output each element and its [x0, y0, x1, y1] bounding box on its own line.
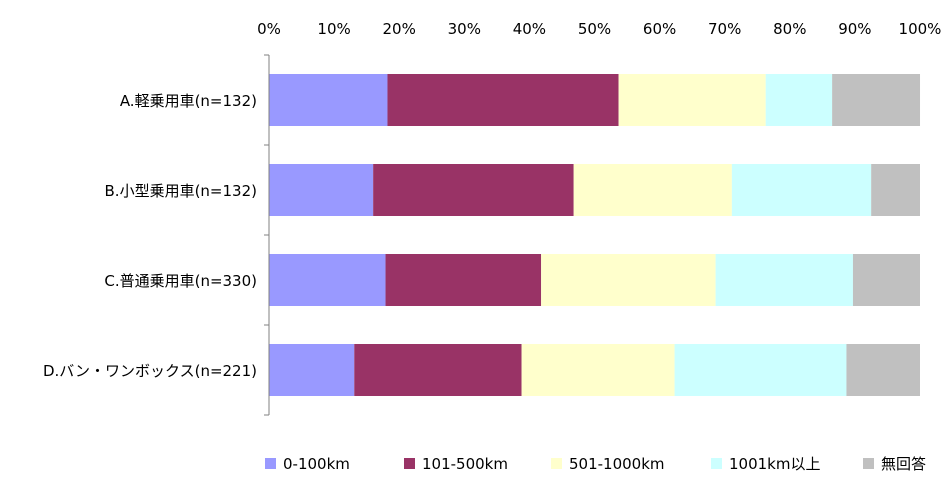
legend-label: 0-100km — [283, 455, 350, 473]
legend-label: 101-500km — [422, 455, 508, 473]
x-tick-label: 70% — [708, 20, 741, 38]
bar-segment — [541, 254, 716, 306]
x-tick-label: 60% — [643, 20, 676, 38]
bar-segment — [715, 254, 853, 306]
category-label: D.バン・ワンボックス(n=221) — [43, 362, 257, 380]
legend-swatch — [551, 458, 562, 469]
x-tick-label: 20% — [383, 20, 416, 38]
plot-area — [264, 54, 921, 416]
legend-swatch — [404, 458, 415, 469]
bar-segment — [521, 344, 675, 396]
x-tick-label: 50% — [578, 20, 611, 38]
category-label: B.小型乗用車(n=132) — [105, 182, 257, 200]
category-label: C.普通乗用車(n=330) — [104, 272, 257, 290]
x-tick-label: 40% — [513, 20, 546, 38]
x-tick-label: 80% — [773, 20, 806, 38]
legend-swatch — [265, 458, 276, 469]
bar-segment — [846, 344, 920, 396]
x-axis-ticks: 0% 10% 20% 30% 40% 50% 60% 70% 80% 90% 100% — [257, 20, 941, 38]
bar-segment — [852, 254, 920, 306]
bar-segment — [269, 164, 374, 216]
bar-segment — [269, 344, 355, 396]
legend-label: 無回答 — [881, 455, 926, 473]
legend-swatch — [711, 458, 722, 469]
bar-segment — [765, 74, 833, 126]
x-tick-label: 30% — [448, 20, 481, 38]
bar-segment — [269, 74, 388, 126]
y-axis-categories: A.軽乗用車(n=132) B.小型乗用車(n=132) C.普通乗用車(n=330… — [43, 92, 257, 380]
bar-segment — [354, 344, 522, 396]
bar-segment — [573, 164, 732, 216]
bar-segment — [385, 254, 542, 306]
legend-label: 1001km以上 — [729, 455, 820, 473]
bar-segment — [832, 74, 921, 126]
legend-label: 501-1000km — [569, 455, 665, 473]
bar-segment — [731, 164, 872, 216]
category-label: A.軽乗用車(n=132) — [120, 92, 257, 110]
bar-segment — [387, 74, 619, 126]
x-tick-label: 0% — [257, 20, 281, 38]
x-tick-label: 90% — [838, 20, 871, 38]
bar-segment — [269, 254, 386, 306]
bar-segment — [373, 164, 574, 216]
bar-segment — [871, 164, 920, 216]
x-tick-label: 10% — [317, 20, 350, 38]
x-tick-label: 100% — [899, 20, 942, 38]
legend: 0-100km 101-500km 501-1000km 1001km以上 無回答 — [265, 455, 926, 473]
bar-segment — [674, 344, 847, 396]
bar-segment — [618, 74, 766, 126]
legend-swatch — [863, 458, 874, 469]
